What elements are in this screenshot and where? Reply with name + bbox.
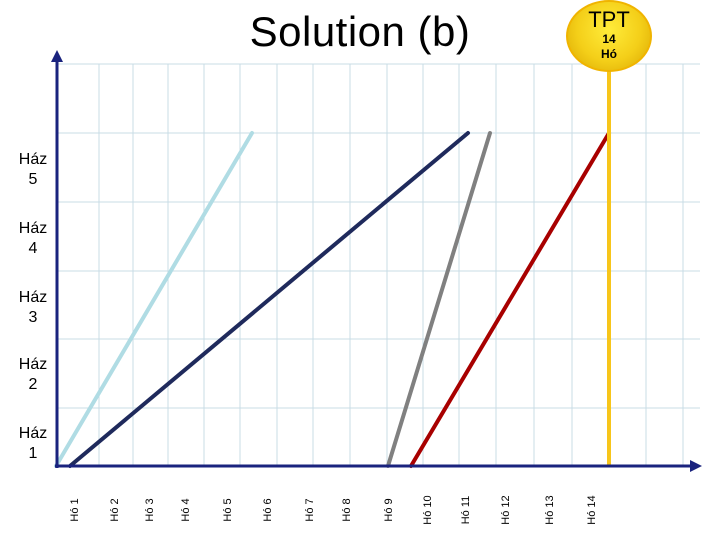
x-label-3: Hó 3: [144, 498, 156, 522]
schedule-lines: [54, 60, 611, 468]
y-label-word: Ház: [18, 425, 48, 442]
x-label-14: Hó 14: [586, 495, 598, 525]
y-label-2: Ház 2: [10, 355, 56, 395]
x-label-1: Hó 1: [69, 498, 81, 522]
grid-lines: [57, 63, 700, 466]
x-axis-arrow: [690, 460, 702, 472]
x-label-6: Hó 6: [262, 498, 274, 522]
y-label-number: 1: [28, 445, 38, 462]
page-title: Solution (b): [249, 8, 471, 55]
y-label-number: 4: [28, 240, 38, 257]
y-axis-arrow: [51, 50, 63, 62]
y-label-word: Ház: [18, 220, 48, 237]
y-label-word: Ház: [18, 151, 48, 168]
x-label-2: Hó 2: [109, 498, 121, 522]
y-label-5: Ház 5: [10, 150, 56, 190]
y-label-word: Ház: [18, 289, 48, 306]
y-label-number: 5: [28, 171, 38, 188]
y-label-3: Ház 3: [10, 288, 56, 328]
x-label-10: Hó 10: [422, 495, 434, 525]
x-label-5: Hó 5: [222, 498, 234, 522]
x-label-11: Hó 11: [460, 495, 472, 525]
line-navy: [68, 131, 470, 468]
tpt-badge-unit: Hó: [601, 47, 617, 61]
line-gray: [386, 131, 492, 468]
x-label-13: Hó 13: [544, 495, 556, 525]
line-red: [409, 131, 611, 468]
tpt-badge: TPT 14 Hó: [566, 0, 652, 72]
line-light-blue: [54, 131, 254, 468]
y-label-word: Ház: [18, 356, 48, 373]
x-label-9: Hó 9: [383, 498, 395, 522]
y-label-number: 2: [28, 376, 38, 393]
x-label-7: Hó 7: [304, 498, 316, 522]
y-label-number: 3: [28, 309, 38, 326]
x-label-4: Hó 4: [180, 498, 192, 522]
x-label-12: Hó 12: [500, 495, 512, 525]
y-label-1: Ház 1: [10, 424, 56, 464]
tpt-badge-title: TPT: [588, 7, 630, 32]
y-label-4: Ház 4: [10, 219, 56, 259]
axes: [51, 50, 702, 472]
tpt-badge-value: 14: [602, 32, 616, 46]
x-label-8: Hó 8: [341, 498, 353, 522]
